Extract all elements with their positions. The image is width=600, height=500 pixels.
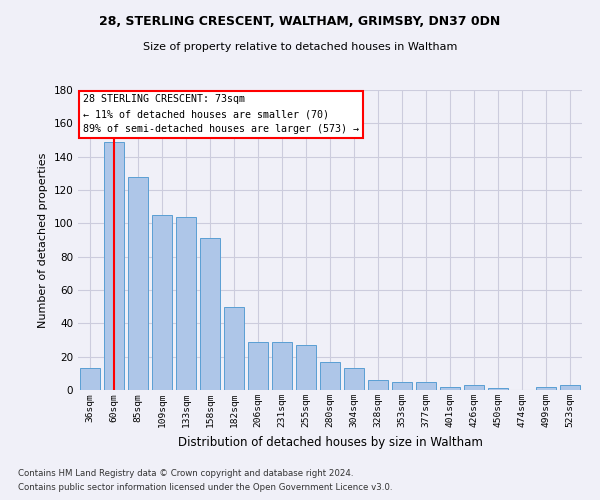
Y-axis label: Number of detached properties: Number of detached properties [38, 152, 48, 328]
Bar [368, 380, 388, 390]
Bar [560, 385, 580, 390]
Bar [248, 342, 268, 390]
Bar [104, 142, 124, 390]
Bar [440, 386, 460, 390]
Bar [536, 386, 556, 390]
Bar [224, 306, 244, 390]
Bar [488, 388, 508, 390]
Bar [296, 345, 316, 390]
Bar [80, 368, 100, 390]
Bar [128, 176, 148, 390]
X-axis label: Distribution of detached houses by size in Waltham: Distribution of detached houses by size … [178, 436, 482, 448]
Text: 28, STERLING CRESCENT, WALTHAM, GRIMSBY, DN37 0DN: 28, STERLING CRESCENT, WALTHAM, GRIMSBY,… [100, 15, 500, 28]
Bar [176, 216, 196, 390]
Bar [416, 382, 436, 390]
Bar [152, 215, 172, 390]
Bar [464, 385, 484, 390]
Bar [200, 238, 220, 390]
Text: Size of property relative to detached houses in Waltham: Size of property relative to detached ho… [143, 42, 457, 52]
Bar [392, 382, 412, 390]
Bar [320, 362, 340, 390]
Text: Contains public sector information licensed under the Open Government Licence v3: Contains public sector information licen… [18, 484, 392, 492]
Text: 28 STERLING CRESCENT: 73sqm
← 11% of detached houses are smaller (70)
89% of sem: 28 STERLING CRESCENT: 73sqm ← 11% of det… [83, 94, 359, 134]
Bar [344, 368, 364, 390]
Bar [272, 342, 292, 390]
Text: Contains HM Land Registry data © Crown copyright and database right 2024.: Contains HM Land Registry data © Crown c… [18, 468, 353, 477]
